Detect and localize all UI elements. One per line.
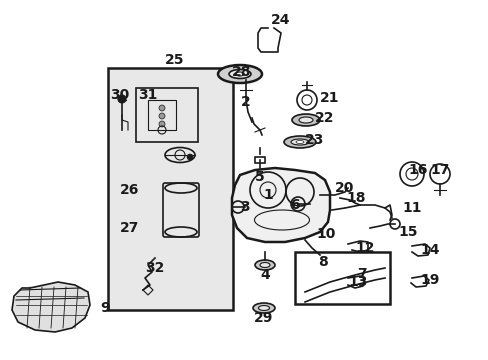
Text: 2: 2 (241, 95, 250, 109)
Ellipse shape (254, 260, 274, 270)
Text: 17: 17 (429, 163, 449, 177)
Text: 21: 21 (320, 91, 339, 105)
Text: 27: 27 (120, 221, 140, 235)
Ellipse shape (284, 136, 315, 148)
Text: 28: 28 (232, 65, 251, 79)
Bar (136, 88, 198, 142)
Circle shape (159, 113, 164, 119)
Polygon shape (12, 282, 90, 332)
Text: 26: 26 (120, 183, 140, 197)
Text: 3: 3 (240, 200, 249, 214)
Circle shape (118, 95, 126, 103)
Circle shape (159, 121, 164, 127)
Ellipse shape (298, 117, 312, 123)
Ellipse shape (218, 65, 262, 83)
Text: 12: 12 (354, 241, 374, 255)
Text: 7: 7 (356, 267, 366, 281)
Text: 23: 23 (305, 133, 324, 147)
Text: 4: 4 (260, 268, 269, 282)
Text: 32: 32 (145, 261, 164, 275)
Text: 1: 1 (263, 188, 272, 202)
Text: 18: 18 (346, 191, 365, 205)
Ellipse shape (252, 303, 274, 313)
Circle shape (186, 154, 193, 160)
Text: 8: 8 (318, 255, 327, 269)
Text: 30: 30 (110, 88, 129, 102)
Text: 24: 24 (271, 13, 290, 27)
Ellipse shape (290, 139, 308, 145)
Text: 29: 29 (254, 311, 273, 325)
Text: 9: 9 (100, 301, 110, 315)
Bar (254, 157, 264, 163)
Text: 20: 20 (335, 181, 354, 195)
Ellipse shape (291, 114, 319, 126)
Ellipse shape (295, 140, 304, 144)
Text: 31: 31 (138, 88, 157, 102)
Bar (108, 68, 232, 310)
Text: 19: 19 (420, 273, 439, 287)
Text: 15: 15 (397, 225, 417, 239)
Text: 11: 11 (402, 201, 421, 215)
Circle shape (159, 105, 164, 111)
Text: 14: 14 (419, 243, 439, 257)
Text: 16: 16 (407, 163, 427, 177)
Text: 25: 25 (165, 53, 184, 67)
Ellipse shape (228, 69, 250, 78)
Bar (294, 252, 389, 304)
Text: 10: 10 (316, 227, 335, 241)
Text: 22: 22 (315, 111, 334, 125)
Bar (148, 100, 176, 130)
Ellipse shape (260, 262, 269, 267)
Text: 13: 13 (347, 275, 367, 289)
Ellipse shape (258, 306, 269, 310)
Polygon shape (231, 168, 329, 242)
Ellipse shape (236, 72, 244, 76)
Text: 5: 5 (255, 170, 264, 184)
Text: 6: 6 (289, 198, 299, 212)
